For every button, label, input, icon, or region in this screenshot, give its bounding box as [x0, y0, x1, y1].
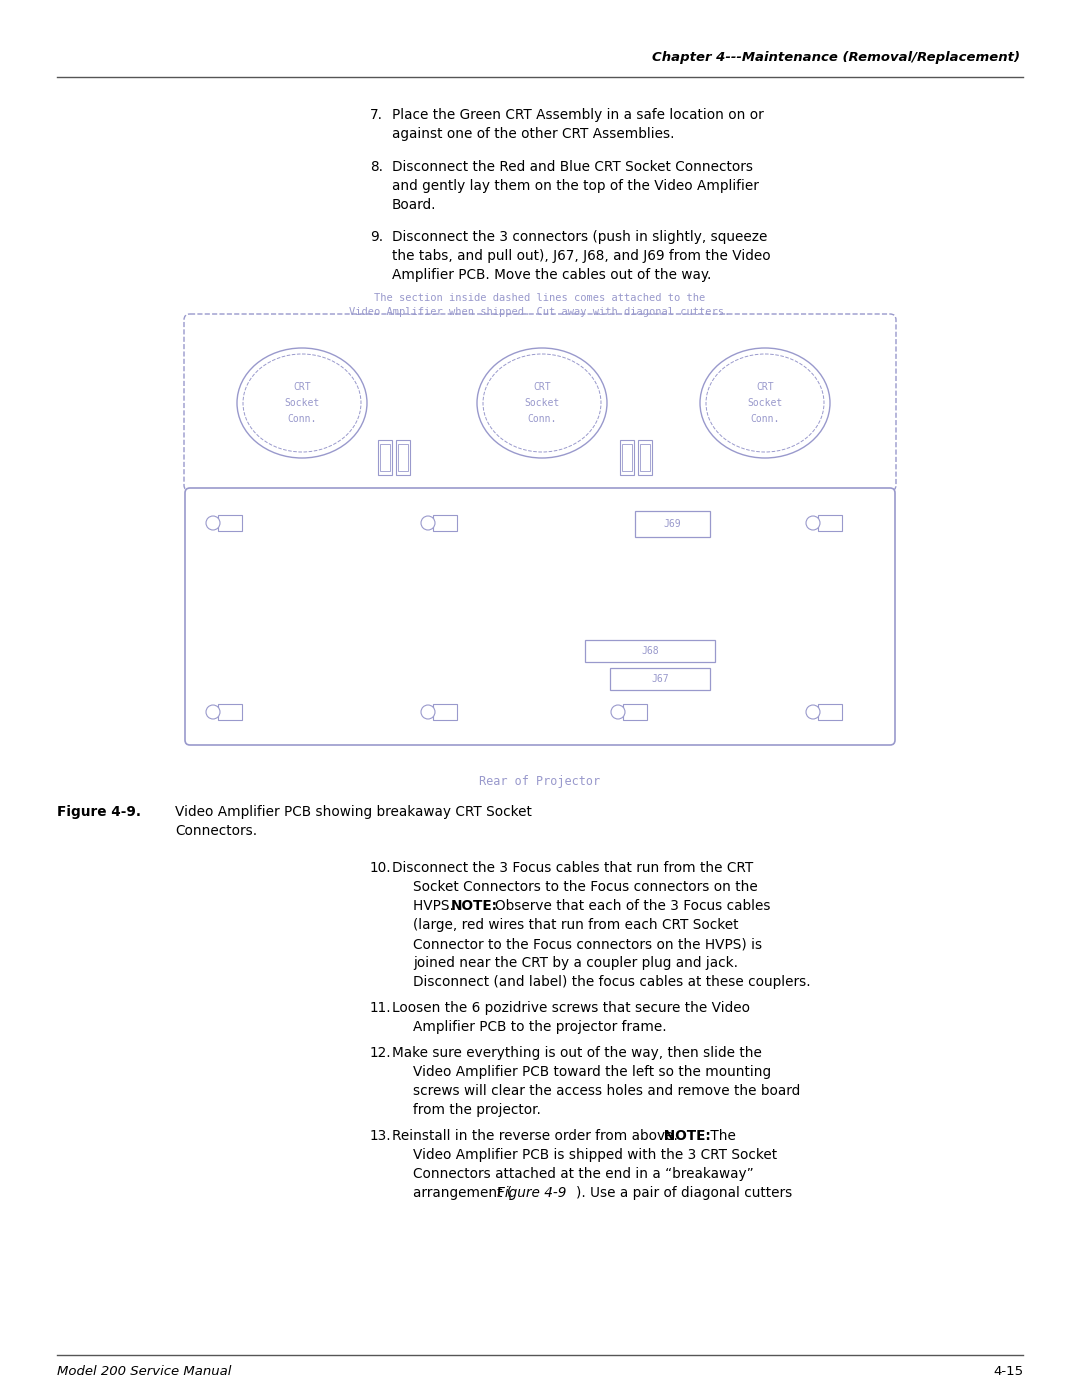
Text: ). Use a pair of diagonal cutters: ). Use a pair of diagonal cutters [576, 1186, 793, 1200]
Text: Video Amplifier PCB showing breakaway CRT Socket: Video Amplifier PCB showing breakaway CR… [175, 805, 531, 819]
FancyBboxPatch shape [620, 440, 634, 475]
FancyBboxPatch shape [399, 444, 408, 471]
FancyBboxPatch shape [622, 444, 632, 471]
Ellipse shape [477, 348, 607, 458]
Circle shape [806, 515, 820, 529]
Text: CRT: CRT [756, 381, 773, 393]
Text: J68: J68 [642, 645, 659, 657]
Text: 10.: 10. [370, 861, 392, 875]
FancyBboxPatch shape [218, 515, 242, 531]
Text: Loosen the 6 pozidrive screws that secure the Video: Loosen the 6 pozidrive screws that secur… [392, 1002, 750, 1016]
Text: and gently lay them on the top of the Video Amplifier: and gently lay them on the top of the Vi… [392, 179, 759, 193]
Text: 4-15: 4-15 [993, 1365, 1023, 1377]
Ellipse shape [483, 353, 600, 453]
Text: joined near the CRT by a coupler plug and jack.: joined near the CRT by a coupler plug an… [413, 956, 738, 970]
Text: J67: J67 [651, 673, 669, 685]
FancyBboxPatch shape [818, 515, 842, 531]
Text: from the projector.: from the projector. [413, 1104, 541, 1118]
Text: Connector to the Focus connectors on the HVPS) is: Connector to the Focus connectors on the… [413, 937, 762, 951]
Text: Chapter 4---Maintenance (Removal/Replacement): Chapter 4---Maintenance (Removal/Replace… [652, 52, 1020, 64]
Text: Connectors attached at the end in a “breakaway”: Connectors attached at the end in a “bre… [413, 1166, 754, 1180]
Text: Socket: Socket [525, 398, 559, 408]
Circle shape [206, 705, 220, 719]
Text: Socket: Socket [284, 398, 320, 408]
Text: Video Amplifier PCB toward the left so the mounting: Video Amplifier PCB toward the left so t… [413, 1065, 771, 1078]
FancyBboxPatch shape [433, 515, 457, 531]
Text: NOTE:: NOTE: [659, 1129, 711, 1143]
FancyBboxPatch shape [635, 511, 710, 536]
Text: Disconnect (and label) the focus cables at these couplers.: Disconnect (and label) the focus cables … [413, 975, 811, 989]
Text: Model 200 Service Manual: Model 200 Service Manual [57, 1365, 231, 1377]
Text: 7.: 7. [370, 108, 383, 122]
FancyBboxPatch shape [610, 668, 710, 690]
Text: the tabs, and pull out), J67, J68, and J69 from the Video: the tabs, and pull out), J67, J68, and J… [392, 249, 771, 263]
FancyBboxPatch shape [396, 440, 410, 475]
Ellipse shape [243, 353, 361, 453]
Text: HVPS.: HVPS. [413, 900, 458, 914]
Ellipse shape [237, 348, 367, 458]
Text: Conn.: Conn. [287, 414, 316, 425]
Circle shape [421, 705, 435, 719]
Text: Conn.: Conn. [751, 414, 780, 425]
Circle shape [806, 705, 820, 719]
FancyBboxPatch shape [433, 704, 457, 719]
Circle shape [611, 705, 625, 719]
Text: Observe that each of the 3 Focus cables: Observe that each of the 3 Focus cables [495, 900, 770, 914]
Text: J69: J69 [664, 520, 681, 529]
Text: Amplifier PCB. Move the cables out of the way.: Amplifier PCB. Move the cables out of th… [392, 268, 712, 282]
Ellipse shape [700, 348, 831, 458]
Text: (large, red wires that run from each CRT Socket: (large, red wires that run from each CRT… [413, 918, 739, 932]
FancyBboxPatch shape [640, 444, 650, 471]
Text: CRT: CRT [293, 381, 311, 393]
Text: Video Amplifier PCB is shipped with the 3 CRT Socket: Video Amplifier PCB is shipped with the … [413, 1148, 778, 1162]
Text: Board.: Board. [392, 198, 436, 212]
Text: Socket: Socket [747, 398, 783, 408]
Text: Place the Green CRT Assembly in a safe location on or: Place the Green CRT Assembly in a safe l… [392, 108, 764, 122]
Text: 13.: 13. [370, 1129, 392, 1143]
Text: Connectors.: Connectors. [175, 824, 257, 838]
Text: 11.: 11. [370, 1002, 392, 1016]
Text: The section inside dashed lines comes attached to the: The section inside dashed lines comes at… [375, 293, 705, 303]
Text: arrangement (: arrangement ( [413, 1186, 512, 1200]
Text: The: The [706, 1129, 735, 1143]
Text: Amplifier PCB to the projector frame.: Amplifier PCB to the projector frame. [413, 1020, 666, 1034]
Text: 12.: 12. [370, 1046, 392, 1060]
Circle shape [421, 515, 435, 529]
Text: Video Amplifier when shipped. Cut away with diagonal cutters.: Video Amplifier when shipped. Cut away w… [349, 307, 731, 317]
Text: 9.: 9. [370, 231, 383, 244]
Text: NOTE:: NOTE: [451, 900, 498, 914]
Text: Reinstall in the reverse order from above.: Reinstall in the reverse order from abov… [392, 1129, 678, 1143]
Text: Disconnect the Red and Blue CRT Socket Connectors: Disconnect the Red and Blue CRT Socket C… [392, 161, 753, 175]
Text: CRT: CRT [534, 381, 551, 393]
FancyBboxPatch shape [218, 704, 242, 719]
Text: 8.: 8. [370, 161, 383, 175]
Ellipse shape [706, 353, 824, 453]
Text: against one of the other CRT Assemblies.: against one of the other CRT Assemblies. [392, 127, 675, 141]
Text: screws will clear the access holes and remove the board: screws will clear the access holes and r… [413, 1084, 800, 1098]
Text: Figure 4-9.: Figure 4-9. [57, 805, 141, 819]
Text: Rear of Projector: Rear of Projector [480, 775, 600, 788]
FancyBboxPatch shape [185, 488, 895, 745]
Text: Make sure everything is out of the way, then slide the: Make sure everything is out of the way, … [392, 1046, 761, 1060]
FancyBboxPatch shape [380, 444, 390, 471]
Text: Figure 4-9: Figure 4-9 [497, 1186, 566, 1200]
FancyBboxPatch shape [818, 704, 842, 719]
Text: Conn.: Conn. [527, 414, 556, 425]
FancyBboxPatch shape [378, 440, 392, 475]
Text: Disconnect the 3 connectors (push in slightly, squeeze: Disconnect the 3 connectors (push in sli… [392, 231, 768, 244]
Circle shape [206, 515, 220, 529]
Text: Disconnect the 3 Focus cables that run from the CRT: Disconnect the 3 Focus cables that run f… [392, 861, 753, 875]
FancyBboxPatch shape [638, 440, 652, 475]
FancyBboxPatch shape [623, 704, 647, 719]
Text: Socket Connectors to the Focus connectors on the: Socket Connectors to the Focus connector… [413, 880, 758, 894]
FancyBboxPatch shape [184, 314, 896, 490]
FancyBboxPatch shape [585, 640, 715, 662]
